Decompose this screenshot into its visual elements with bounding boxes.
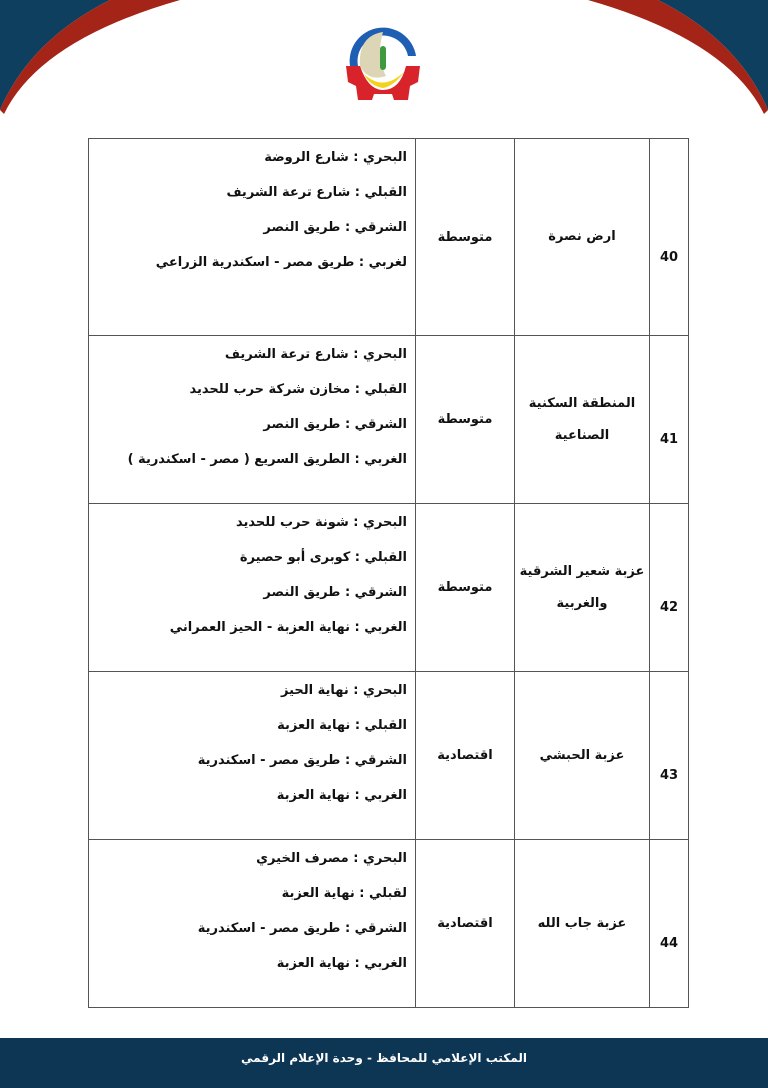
area-name: عزبة جاب الله (514, 839, 650, 1008)
boundary-line: البحري : شارع ترعة الشريف (224, 347, 407, 362)
boundary-line: الشرقي : طريق مصر - اسكندرية (197, 921, 407, 936)
area-name: عزبة الحبشي (514, 671, 650, 840)
boundary-line: الشرقي : طريق النصر (263, 417, 407, 432)
area-boundaries: البحري : نهاية الحيز القبلي : نهاية العزب… (88, 671, 416, 840)
table-row: 43 عزبة الحبشي اقتصادية البحري : نهاية الحي… (88, 671, 689, 840)
table-row: 44 عزبة جاب الله اقتصادية البحري : مصرف الخ… (88, 839, 689, 1008)
boundary-line: البحري : مصرف الخيري (256, 851, 407, 866)
area-type: متوسطة (415, 335, 515, 504)
area-type: اقتصادية (415, 671, 515, 840)
boundary-line: القبلي : نهاية العزبة (277, 718, 407, 733)
boundary-line: البحري : شارع الروضة (264, 150, 407, 165)
area-type: متوسطة (415, 138, 515, 336)
area-boundaries: البحري : شارع ترعة الشريف القبلي : مخازن … (88, 335, 416, 504)
boundary-line: الغربي : نهاية العزبة (276, 788, 407, 803)
area-type: متوسطة (415, 503, 515, 672)
row-number: 40 (659, 249, 679, 265)
table-row: 41 المنطقة السكنية الصناعية متوسطة البحري :… (88, 335, 689, 504)
boundary-line: الغربي : نهاية العزبة - الحيز العمراني (169, 620, 407, 635)
row-number-cell: 43 (649, 671, 689, 840)
governorate-logo (346, 27, 420, 100)
table-row: 42 عزبة شعير الشرقية والغربية متوسطة البحري… (88, 503, 689, 672)
boundary-line: الغربي : الطريق السريع ( مصر - اسكندرية … (127, 452, 407, 467)
area-boundaries: البحري : شونة حرب للحديد القبلي : كوبرى أ… (88, 503, 416, 672)
footer-text: المكتب الإعلامي للمحافظ - وحدة الإعلام ا… (241, 1051, 527, 1065)
boundary-line: الشرقي : طريق النصر (263, 585, 407, 600)
header-decoration (0, 0, 768, 114)
boundary-line: الغربي : نهاية العزبة (276, 956, 407, 971)
row-number-cell: 40 (649, 138, 689, 336)
footer-bar: المكتب الإعلامي للمحافظ - وحدة الإعلام ا… (0, 1038, 768, 1088)
row-number: 41 (659, 432, 679, 447)
boundary-line: الشرقي : طريق النصر (263, 220, 407, 235)
boundary-line: البحري : نهاية الحيز (280, 683, 407, 698)
row-number-cell: 42 (649, 503, 689, 672)
boundary-line: لقبلي : نهاية العزبة (281, 886, 407, 901)
area-boundaries: البحري : مصرف الخيري لقبلي : نهاية العزبة… (88, 839, 416, 1008)
areas-table: 40 ارض نصرة متوسطة البحري : شارع الروضة القب… (88, 138, 689, 1008)
boundary-line: القبلي : مخازن شركة حرب للحديد (189, 382, 407, 397)
boundary-line: البحري : شونة حرب للحديد (236, 515, 407, 530)
table-row: 40 ارض نصرة متوسطة البحري : شارع الروضة القب… (88, 138, 689, 336)
boundary-line: الشرقي : طريق مصر - اسكندرية (197, 753, 407, 768)
area-name: المنطقة السكنية الصناعية (514, 335, 650, 504)
row-number: 42 (659, 600, 679, 615)
area-name: ارض نصرة (514, 138, 650, 336)
area-type: اقتصادية (415, 839, 515, 1008)
boundary-line: القبلي : كوبرى أبو حصيرة (239, 550, 407, 565)
row-number-cell: 44 (649, 839, 689, 1008)
boundary-line: القبلي : شارع ترعة الشريف (226, 185, 407, 200)
row-number: 43 (659, 768, 679, 783)
area-boundaries: البحري : شارع الروضة القبلي : شارع ترعة ا… (88, 138, 416, 336)
row-number-cell: 41 (649, 335, 689, 504)
area-name: عزبة شعير الشرقية والغربية (514, 503, 650, 672)
row-number: 44 (659, 936, 679, 951)
boundary-line: لغربي : طريق مصر - اسكندرية الزراعي (155, 255, 407, 270)
